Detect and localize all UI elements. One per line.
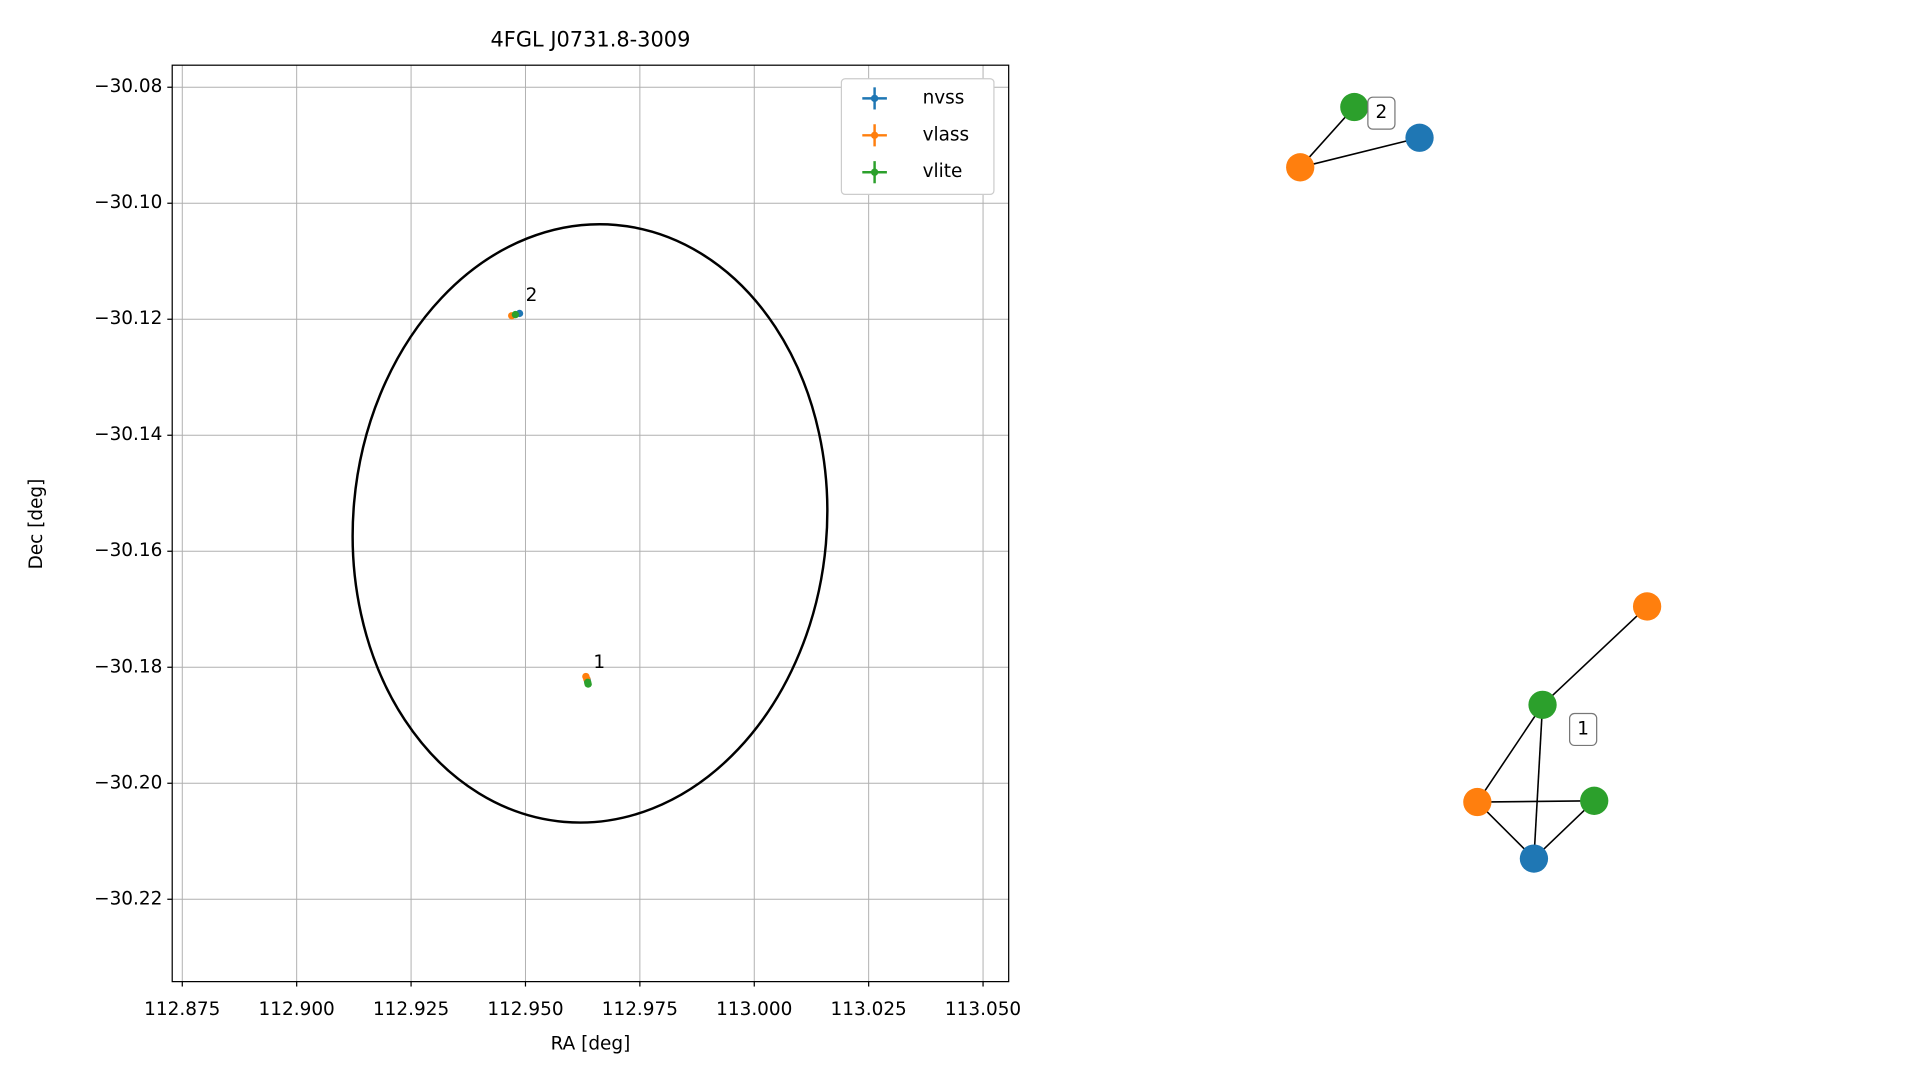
legend-box — [840, 78, 995, 195]
annotation: 1 — [593, 652, 605, 673]
node — [1340, 92, 1369, 122]
y-tick-label: −30.12 — [94, 308, 162, 329]
canvas: 4FGL J0731.8-3009 RA [deg] Dec [deg] 112… — [26, 28, 1662, 1054]
annotation: 2 — [526, 285, 538, 306]
node — [1528, 690, 1557, 719]
x-tick-label: 112.900 — [259, 999, 335, 1020]
y-tick-label: −30.08 — [94, 76, 162, 97]
node — [1632, 592, 1662, 621]
chart-title: 4FGL J0731.8-3009 — [491, 28, 691, 52]
y-tick-label: −30.20 — [94, 772, 162, 793]
node — [1519, 844, 1549, 873]
y-tick-label: −30.10 — [94, 192, 162, 213]
x-axis-label: RA [deg] — [551, 1033, 631, 1054]
point — [511, 310, 520, 319]
edge — [1477, 799, 1595, 803]
x-tick-label: 112.975 — [602, 999, 678, 1020]
edge — [1300, 136, 1420, 169]
x-tick-label: 112.875 — [144, 999, 220, 1020]
legend-label: nvss — [923, 87, 965, 108]
node-label: 2 — [1376, 102, 1388, 123]
node — [1580, 786, 1609, 815]
legend-label: vlass — [923, 124, 970, 145]
node — [1463, 787, 1492, 817]
x-tick-label: 112.925 — [373, 999, 449, 1020]
node — [1405, 123, 1434, 152]
legend-label: vlite — [923, 161, 963, 182]
y-tick-label: −30.22 — [94, 888, 162, 909]
legend-marker — [870, 131, 879, 140]
x-tick-label: 113.050 — [945, 999, 1021, 1020]
x-tick-label: 112.950 — [487, 999, 563, 1020]
y-tick-label: −30.16 — [94, 540, 162, 561]
legend-marker — [870, 168, 879, 176]
edge — [1476, 704, 1544, 803]
label-box — [1367, 96, 1396, 130]
legend-marker — [870, 94, 879, 103]
plot-frame — [171, 64, 1010, 983]
y-tick-label: −30.18 — [94, 656, 162, 677]
label-box — [1568, 712, 1598, 747]
error-ellipse — [351, 223, 829, 824]
y-axis-label: Dec [deg] — [26, 479, 47, 570]
edge — [1541, 605, 1648, 706]
x-tick-label: 113.025 — [831, 999, 907, 1020]
point — [584, 678, 592, 687]
node — [1286, 153, 1315, 182]
y-tick-label: −30.14 — [94, 424, 162, 445]
x-tick-label: 113.000 — [716, 999, 792, 1020]
edge — [1533, 704, 1544, 859]
node-label: 1 — [1577, 718, 1589, 739]
